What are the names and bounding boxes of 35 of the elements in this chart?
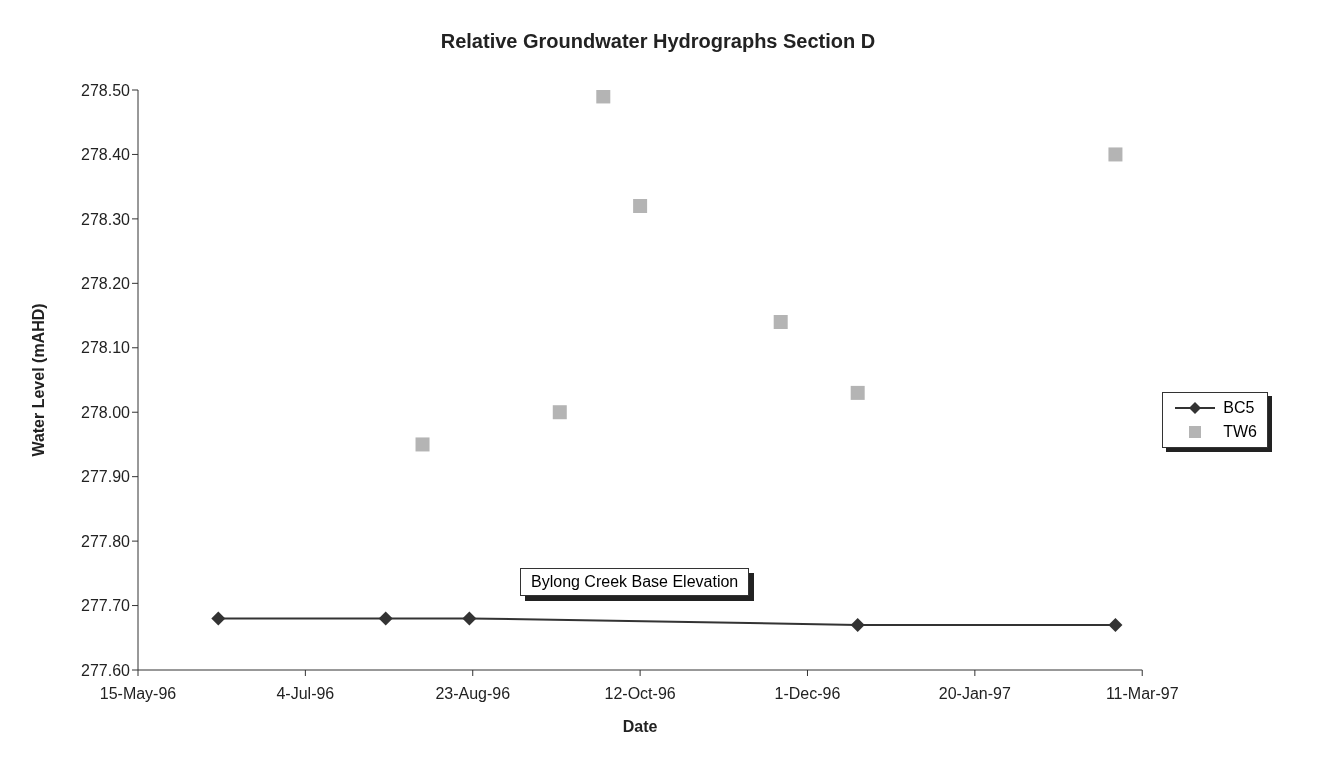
point <box>211 611 226 626</box>
point <box>378 611 393 626</box>
y-tick-label: 278.30 <box>81 210 131 228</box>
y-tick-label: 278.10 <box>81 339 131 357</box>
point <box>850 385 865 400</box>
point <box>552 405 567 420</box>
x-tick-label: 1-Dec-96 <box>774 685 841 703</box>
x-tick-label: 12-Oct-96 <box>604 685 676 703</box>
y-tick-label: 278.50 <box>81 81 131 99</box>
point <box>596 90 611 104</box>
y-axis-title: Water Level (mAHD) <box>29 303 47 457</box>
x-tick-label: 15-May-96 <box>99 685 177 703</box>
y-tick-label: 277.60 <box>81 661 131 679</box>
x-tick-label: 11-Mar-97 <box>1105 685 1179 703</box>
annotation: Bylong Creek Base Elevation <box>520 568 750 596</box>
x-axis-title: Date <box>622 718 658 735</box>
y-tick-label: 277.80 <box>81 532 131 550</box>
legend-label: BC5 <box>1223 399 1255 417</box>
y-tick-label: 277.70 <box>81 597 131 615</box>
point <box>633 199 648 213</box>
point <box>1108 147 1123 162</box>
point <box>462 611 477 626</box>
x-tick-label: 4-Jul-96 <box>276 685 335 703</box>
x-tick-label: 20-Jan-97 <box>938 685 1011 703</box>
point <box>850 617 865 632</box>
chart-title: Relative Groundwater Hydrographs Section D <box>439 29 877 54</box>
point <box>1108 617 1123 632</box>
y-tick-label: 278.00 <box>81 403 131 421</box>
y-tick-label: 278.20 <box>81 275 131 293</box>
x-tick-label: 23-Aug-96 <box>435 685 511 703</box>
point <box>415 437 430 452</box>
y-tick-label: 278.40 <box>81 146 131 164</box>
point <box>773 315 788 329</box>
legend-label: TW6 <box>1223 423 1257 441</box>
y-tick-label: 277.90 <box>81 468 131 486</box>
